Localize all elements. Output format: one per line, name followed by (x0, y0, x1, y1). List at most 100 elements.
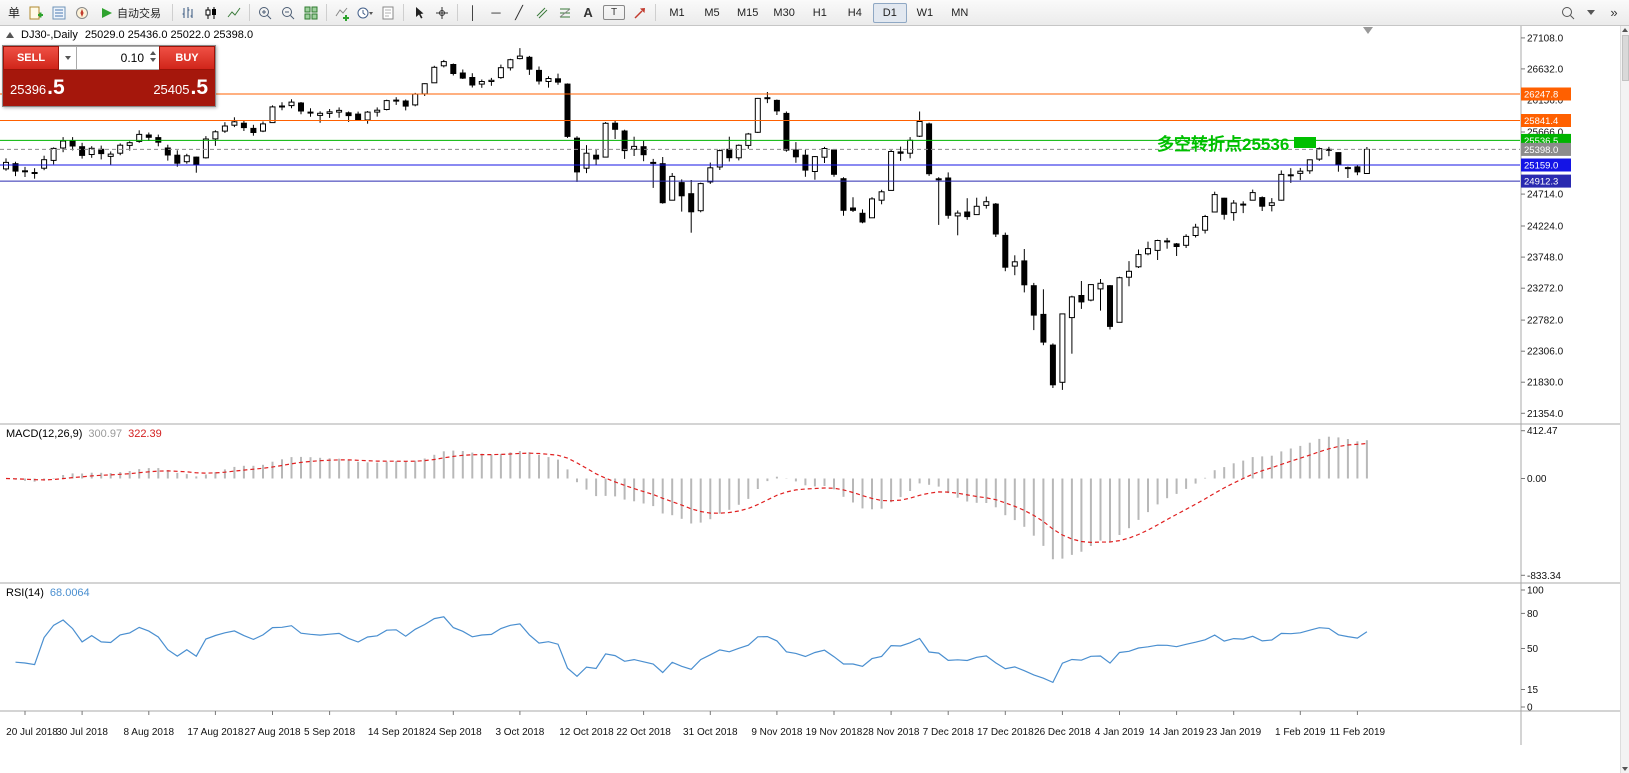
stepper-up-icon (150, 51, 156, 55)
svg-text:11 Feb 2019: 11 Feb 2019 (1330, 727, 1386, 738)
tf-button-h1[interactable]: H1 (812, 6, 827, 19)
arrows-tool-icon[interactable] (629, 2, 651, 24)
svg-text:23 Jan 2019: 23 Jan 2019 (1206, 727, 1261, 738)
ohlc-values: 25029.0 25436.0 25022.0 25398.0 (84, 29, 254, 41)
chevron-down-icon[interactable] (1580, 2, 1602, 24)
svg-text:1 Feb 2019: 1 Feb 2019 (1275, 727, 1326, 738)
svg-text:17 Aug 2018: 17 Aug 2018 (187, 727, 244, 738)
svg-text:26247.8: 26247.8 (1524, 90, 1558, 101)
svg-text:5 Sep 2018: 5 Sep 2018 (304, 727, 356, 738)
svg-text:25666.0: 25666.0 (1527, 128, 1564, 139)
scroll-up-icon[interactable] (1622, 28, 1628, 32)
svg-text:26 Dec 2018: 26 Dec 2018 (1034, 727, 1091, 738)
horizontal-line-icon[interactable]: ─ (491, 5, 501, 20)
tf-button-h4[interactable]: H4 (847, 6, 862, 19)
new-order-icon[interactable] (25, 2, 47, 24)
volume-field (77, 46, 159, 70)
svg-text:0.00: 0.00 (1527, 474, 1547, 485)
svg-text:80: 80 (1527, 609, 1539, 620)
svg-text:14 Jan 2019: 14 Jan 2019 (1149, 727, 1204, 738)
sell-button[interactable]: SELL (3, 46, 59, 70)
zoom-in-icon[interactable] (254, 2, 276, 24)
tf-button-m30[interactable]: M30 (773, 6, 795, 19)
label-tool-icon[interactable]: T (603, 5, 626, 20)
scrollbar-thumb[interactable] (1621, 35, 1629, 81)
tf-button-d1[interactable]: D1 (872, 2, 907, 23)
rsi-value: 68.0064 (49, 587, 90, 599)
svg-text:4 Jan 2019: 4 Jan 2019 (1095, 727, 1145, 738)
svg-text:14 Sep 2018: 14 Sep 2018 (368, 727, 425, 738)
svg-text:22306.0: 22306.0 (1527, 347, 1564, 358)
autotrading-button[interactable]: 自动交易 (94, 2, 168, 24)
indicators-icon[interactable] (331, 2, 353, 24)
toolbar-overflow-icon[interactable]: » (1610, 5, 1618, 20)
one-click-trading-panel: SELL BUY 25396.5 25405.5 (2, 45, 216, 107)
svg-text:25536.5: 25536.5 (1524, 136, 1558, 147)
svg-text:24912.3: 24912.3 (1524, 177, 1558, 188)
tf-button-m15[interactable]: M15 (737, 6, 759, 19)
svg-text:19 Nov 2018: 19 Nov 2018 (806, 727, 863, 738)
svg-text:8 Aug 2018: 8 Aug 2018 (123, 727, 174, 738)
tf-button-mn[interactable]: MN (951, 6, 969, 19)
periods-icon[interactable] (354, 2, 376, 24)
channel-icon[interactable] (531, 2, 553, 24)
svg-text:100: 100 (1527, 586, 1544, 597)
volume-stepper[interactable] (150, 51, 156, 62)
scroll-down-icon[interactable] (1622, 767, 1628, 771)
play-icon (102, 7, 113, 18)
zoom-out-icon[interactable] (277, 2, 299, 24)
bar-chart-icon[interactable] (177, 2, 199, 24)
toolbar-separator (457, 4, 459, 21)
chart-annotation[interactable]: 多空转折点25536 (1157, 130, 1317, 155)
svg-text:12 Oct 2018: 12 Oct 2018 (559, 727, 614, 738)
text-tool-icon[interactable]: A (583, 5, 593, 20)
autotrading-label: 自动交易 (117, 7, 162, 20)
buy-button[interactable]: BUY (159, 46, 215, 70)
chevron-down-icon (64, 56, 71, 60)
svg-text:27 Aug 2018: 27 Aug 2018 (244, 727, 301, 738)
fibonacci-icon[interactable] (554, 2, 576, 24)
svg-text:23748.0: 23748.0 (1527, 253, 1564, 264)
chart-header: DJ30-,Daily 25029.0 25436.0 25022.0 2539… (6, 29, 253, 41)
toolbar-separator (249, 4, 251, 21)
cursor-icon[interactable] (408, 2, 430, 24)
svg-text:15: 15 (1527, 685, 1539, 696)
svg-text:30 Jul 2018: 30 Jul 2018 (56, 727, 108, 738)
navigator-icon[interactable] (71, 2, 93, 24)
menu-label[interactable]: 单 (8, 6, 21, 20)
tf-button-w1[interactable]: W1 (916, 6, 934, 19)
candlestick-chart-icon[interactable] (200, 2, 222, 24)
market-watch-icon[interactable] (48, 2, 70, 24)
templates-icon[interactable] (377, 2, 399, 24)
sell-price: 25396.5 (10, 76, 65, 99)
trendline-icon[interactable]: ╱ (515, 4, 523, 20)
line-chart-icon[interactable] (223, 2, 245, 24)
main-toolbar: 单 自动交易 (0, 0, 1629, 26)
stepper-down-icon (150, 58, 156, 62)
svg-text:0: 0 (1527, 703, 1533, 714)
svg-text:21354.0: 21354.0 (1527, 409, 1564, 420)
trade-controls-row: SELL BUY (3, 46, 215, 70)
buy-price: 25405.5 (153, 76, 208, 99)
svg-text:31 Oct 2018: 31 Oct 2018 (683, 727, 738, 738)
crosshair-icon[interactable] (431, 2, 453, 24)
search-icon[interactable] (1557, 2, 1579, 24)
macd-title: MACD(12,26,9) 300.97 322.39 (6, 428, 162, 440)
tf-button-m1[interactable]: M1 (669, 6, 685, 19)
volume-input[interactable] (77, 47, 159, 69)
tf-button-m5[interactable]: M5 (704, 6, 720, 19)
svg-text:24224.0: 24224.0 (1527, 222, 1564, 233)
vertical-scrollbar[interactable] (1620, 26, 1629, 773)
svg-text:28 Nov 2018: 28 Nov 2018 (863, 727, 920, 738)
svg-text:17 Dec 2018: 17 Dec 2018 (977, 727, 1034, 738)
annotation-marker (1294, 137, 1317, 148)
tile-windows-icon[interactable] (300, 2, 322, 24)
vertical-line-icon[interactable]: │ (468, 5, 478, 20)
svg-text:7 Dec 2018: 7 Dec 2018 (923, 727, 975, 738)
volume-dropdown[interactable] (59, 46, 77, 70)
svg-text:25841.4: 25841.4 (1524, 116, 1558, 127)
macd-signal-value: 322.39 (128, 428, 162, 440)
svg-text:-833.34: -833.34 (1527, 571, 1561, 582)
svg-text:412.47: 412.47 (1527, 426, 1558, 437)
